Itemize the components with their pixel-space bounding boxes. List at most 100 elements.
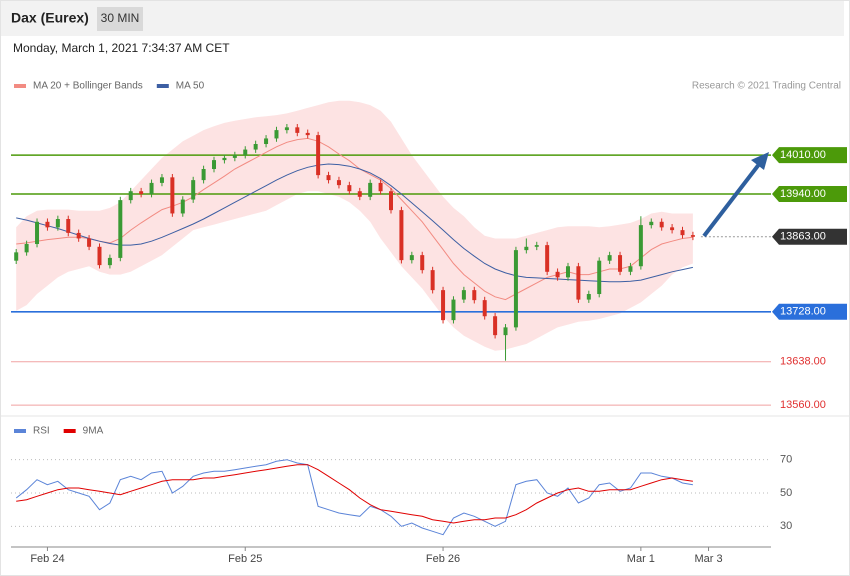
level-label: 13863.00 xyxy=(780,231,826,243)
candle-body xyxy=(493,316,498,336)
candle-body xyxy=(368,182,373,197)
candle-body xyxy=(107,257,112,266)
candle-body xyxy=(191,180,196,200)
legend-swatch xyxy=(14,84,26,88)
candle-body xyxy=(680,230,685,236)
candle-body xyxy=(139,191,144,195)
candle-body xyxy=(336,180,341,186)
level-label-box xyxy=(772,228,847,245)
candle-body xyxy=(14,252,19,261)
level-label: 13560.00 xyxy=(780,399,826,411)
legend-swatch xyxy=(14,429,26,433)
candle-body xyxy=(45,221,50,228)
candle-body xyxy=(618,255,623,272)
y-tick-label: 30 xyxy=(780,520,792,532)
candle-body xyxy=(212,160,217,170)
level-label: 13728.00 xyxy=(780,306,826,318)
candle-body xyxy=(76,232,81,239)
candle-body xyxy=(232,155,237,158)
candle-body xyxy=(399,210,404,261)
source: Research © 2021 Trading Central xyxy=(692,81,841,92)
candle-body xyxy=(513,250,518,328)
candle-body xyxy=(274,130,279,139)
legend-label: RSI xyxy=(33,426,50,437)
candle-body xyxy=(690,235,695,237)
level-label-box xyxy=(772,303,847,320)
candle-body xyxy=(524,246,529,251)
legend-swatch xyxy=(63,429,76,433)
legend-label: MA 20 + Bollinger Bands xyxy=(33,81,143,92)
timestamp: Monday, March 1, 2021 7:34:37 AM CET xyxy=(13,41,230,55)
candle-body xyxy=(149,182,154,195)
candle-body xyxy=(118,200,123,258)
series-line xyxy=(16,464,693,524)
candle-body xyxy=(461,290,466,300)
candle-body xyxy=(389,191,393,211)
level-label: 13940.00 xyxy=(780,188,826,200)
candle-body xyxy=(87,238,92,247)
candle-body xyxy=(295,127,300,133)
candle-body xyxy=(201,169,206,181)
candle-body xyxy=(472,290,477,301)
candle-body xyxy=(420,255,425,271)
candle-body xyxy=(357,191,362,197)
candle-body xyxy=(24,244,29,253)
candle-body xyxy=(170,177,175,214)
candle-body xyxy=(159,177,164,183)
candle-body xyxy=(180,199,185,214)
candle-body xyxy=(597,260,602,295)
instrument-title: Dax (Eurex) xyxy=(11,10,89,26)
candle-body xyxy=(555,271,560,278)
candle-body xyxy=(628,266,633,272)
forecast-arrow xyxy=(702,161,762,238)
candle-body xyxy=(347,185,352,192)
legend-swatch xyxy=(156,84,169,88)
candle-body xyxy=(128,191,133,201)
candle-body xyxy=(222,157,227,161)
y-tick-label: 70 xyxy=(780,454,792,466)
candle-body xyxy=(441,290,446,321)
candle-body xyxy=(649,221,654,226)
x-tick-label: Feb 25 xyxy=(228,553,262,565)
x-tick-label: Mar 3 xyxy=(694,553,722,565)
candle-body xyxy=(284,127,289,131)
candle-body xyxy=(253,144,258,150)
y-tick-label: 50 xyxy=(780,487,792,499)
candle-body xyxy=(576,266,581,300)
candle-body xyxy=(607,255,612,261)
candle-body xyxy=(305,132,310,136)
candle-body xyxy=(97,246,102,266)
candle-body xyxy=(670,227,675,231)
candle-body xyxy=(264,138,269,145)
candle-body xyxy=(482,300,487,317)
series-line xyxy=(15,459,693,536)
level-label-box xyxy=(772,186,847,203)
x-tick-label: Mar 1 xyxy=(627,553,655,565)
legend-label: MA 50 xyxy=(176,81,205,92)
timeframe-badge[interactable] xyxy=(97,7,143,31)
candle-body xyxy=(378,182,383,192)
candle-body xyxy=(534,245,539,247)
bollinger-band xyxy=(16,100,693,351)
candle-body xyxy=(243,149,248,156)
level-label: 13638.00 xyxy=(780,356,826,368)
candle-body xyxy=(545,245,550,272)
candle-body xyxy=(586,294,591,300)
candle-body xyxy=(503,327,508,336)
candle-body xyxy=(66,219,71,233)
candle-body xyxy=(35,221,40,245)
candle-body xyxy=(316,135,321,176)
candle-body xyxy=(565,266,570,278)
timeframe[interactable]: 30 MIN xyxy=(101,11,140,25)
candle-body xyxy=(409,255,414,261)
x-tick-label: Feb 26 xyxy=(426,553,460,565)
level-label: 14010.00 xyxy=(780,149,826,161)
candle-body xyxy=(451,299,456,321)
candle-body xyxy=(326,175,331,181)
candle-body xyxy=(430,270,435,291)
candle-body xyxy=(659,221,664,228)
forecast-arrowhead xyxy=(751,152,769,170)
x-tick-label: Feb 24 xyxy=(30,553,64,565)
